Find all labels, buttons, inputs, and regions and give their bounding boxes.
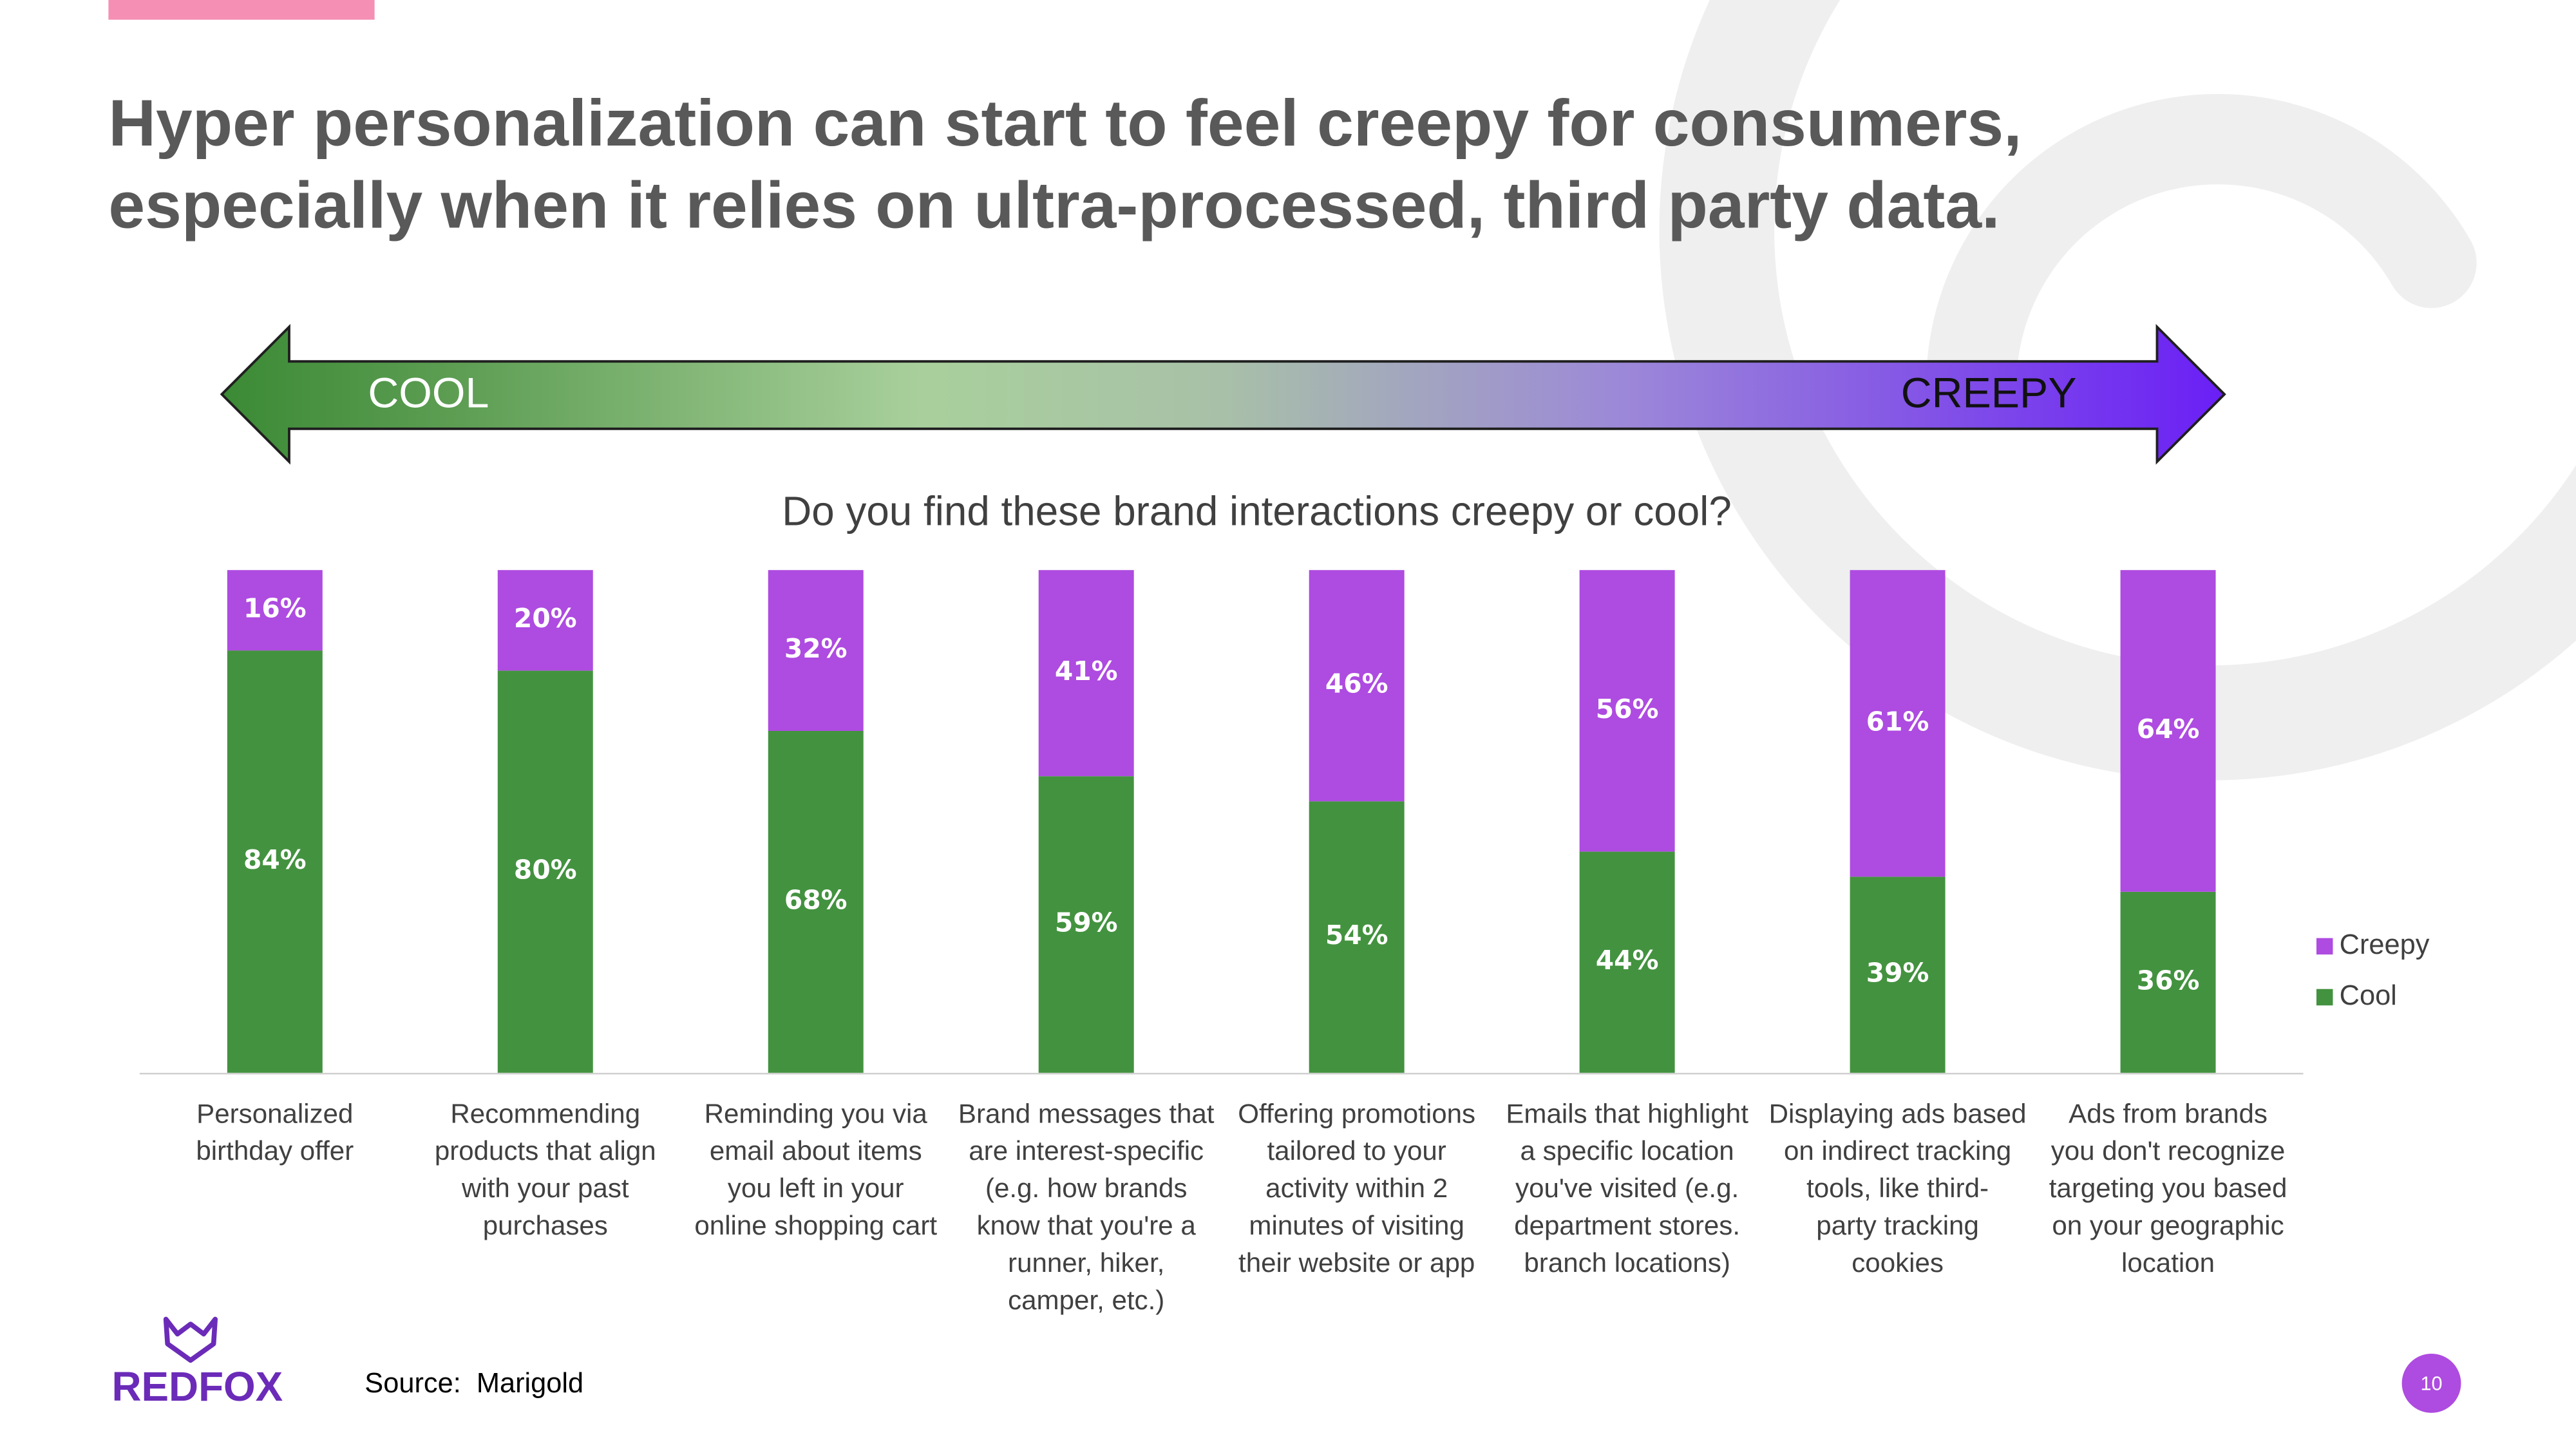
- slide-title: Hyper personalization can start to feel …: [108, 86, 2022, 160]
- ring-arc: [1926, 93, 2477, 423]
- x-tick-label: targeting you based: [2049, 1173, 2287, 1203]
- page-badge: [2401, 1354, 2461, 1413]
- page-number: 10: [2420, 1373, 2442, 1395]
- x-tick-label: department stores.: [1514, 1210, 1740, 1240]
- bar-segment: [1038, 570, 1134, 777]
- x-tick-label: know that you're a: [977, 1210, 1197, 1240]
- value-label: 64%: [2137, 714, 2200, 744]
- value-label: 80%: [514, 855, 577, 886]
- x-tick-label: Personalized: [196, 1098, 353, 1128]
- value-label: 68%: [784, 884, 848, 915]
- chart-title: Do you find these brand interactions cre…: [782, 488, 1732, 534]
- bar-segment: [1309, 801, 1405, 1073]
- accent-bar: [108, 0, 375, 20]
- logo: REDFOX: [111, 1316, 283, 1410]
- x-tick-label: you've visited (e.g.: [1515, 1173, 1739, 1203]
- bar-segment: [768, 570, 864, 731]
- x-tick-label: activity within 2: [1265, 1173, 1448, 1203]
- x-tick-label: purchases: [483, 1210, 608, 1240]
- bar-segment: [497, 570, 593, 671]
- value-label: 36%: [2137, 965, 2200, 996]
- x-tick-label: branch locations): [1524, 1247, 1730, 1278]
- value-label: 41%: [1055, 656, 1118, 687]
- legend-label: Cool: [2340, 980, 2397, 1011]
- scale-left-label: COOL: [368, 369, 489, 417]
- legend-swatch: [2316, 938, 2333, 955]
- value-label: 56%: [1596, 694, 1659, 724]
- x-tick-label: Emails that highlight: [1506, 1098, 1748, 1128]
- bar-segment: [227, 650, 323, 1073]
- bar-segment: [1850, 570, 1946, 877]
- value-label: 20%: [514, 603, 577, 634]
- x-tick-label: Brand messages that: [958, 1098, 1215, 1128]
- bar-segment: [1579, 851, 1675, 1073]
- x-tick-label: are interest-specific: [969, 1135, 1204, 1166]
- x-tick-label: Ads from brands: [2069, 1098, 2268, 1128]
- bar-segment: [1579, 570, 1675, 852]
- scale-right-label: CREEPY: [1901, 369, 2077, 417]
- x-tick-label: tools, like third-: [1806, 1173, 1989, 1203]
- x-tick-label: online shopping cart: [694, 1210, 937, 1240]
- bar-segment: [227, 570, 323, 651]
- x-tick-label: products that align: [435, 1135, 656, 1166]
- x-tick-label: email about items: [710, 1135, 922, 1166]
- x-tick-label: minutes of visiting: [1249, 1210, 1464, 1240]
- x-tick-label: runner, hiker,: [1008, 1247, 1164, 1278]
- value-label: 46%: [1325, 668, 1388, 699]
- x-tick-label: on indirect tracking: [1784, 1135, 2011, 1166]
- bar-segment: [768, 731, 864, 1073]
- x-tick-label: camper, etc.): [1008, 1285, 1164, 1315]
- x-tick-label: you don't recognize: [2051, 1135, 2286, 1166]
- x-tick-label: on your geographic: [2052, 1210, 2284, 1240]
- bar-segment: [1850, 876, 1946, 1073]
- logo-icon: [163, 1316, 218, 1363]
- value-label: 59%: [1055, 907, 1118, 938]
- slide-title: especially when it relies on ultra-proce…: [108, 168, 2000, 242]
- bar-segment: [1309, 570, 1405, 802]
- x-tick-label: (e.g. how brands: [985, 1173, 1187, 1203]
- bar-segment: [2120, 570, 2216, 892]
- value-label: 84%: [243, 844, 307, 875]
- x-tick-label: Offering promotions: [1238, 1098, 1475, 1128]
- source: Source: Marigold: [365, 1368, 583, 1399]
- logo-text: REDFOX: [111, 1363, 283, 1410]
- value-label: 54%: [1325, 920, 1388, 951]
- x-tick-label: Reminding you via: [705, 1098, 928, 1128]
- legend-swatch: [2316, 989, 2333, 1006]
- x-tick-label: you left in your: [728, 1173, 904, 1203]
- bar-segment: [1038, 776, 1134, 1073]
- x-tick-label: Recommending: [450, 1098, 640, 1128]
- value-label: 39%: [1866, 958, 1929, 989]
- value-label: 16%: [243, 593, 307, 624]
- x-tick-label: a specific location: [1520, 1135, 1734, 1166]
- x-tick-label: party tracking: [1816, 1210, 1979, 1240]
- x-tick-label: Displaying ads based: [1769, 1098, 2027, 1128]
- x-tick-label: their website or app: [1238, 1247, 1475, 1278]
- value-label: 32%: [784, 633, 848, 664]
- legend-label: Creepy: [2340, 929, 2430, 960]
- x-tick-label: cookies: [1852, 1247, 1944, 1278]
- scale-arrow: [220, 324, 2226, 465]
- x-tick-label: location: [2121, 1247, 2215, 1278]
- value-label: 61%: [1866, 706, 1929, 737]
- x-tick-label: birthday offer: [196, 1135, 354, 1166]
- x-tick-label: tailored to your: [1267, 1135, 1446, 1166]
- bar-segment: [497, 670, 593, 1073]
- bar-segment: [2120, 891, 2216, 1073]
- x-tick-label: with your past: [461, 1173, 629, 1203]
- value-label: 44%: [1596, 945, 1659, 976]
